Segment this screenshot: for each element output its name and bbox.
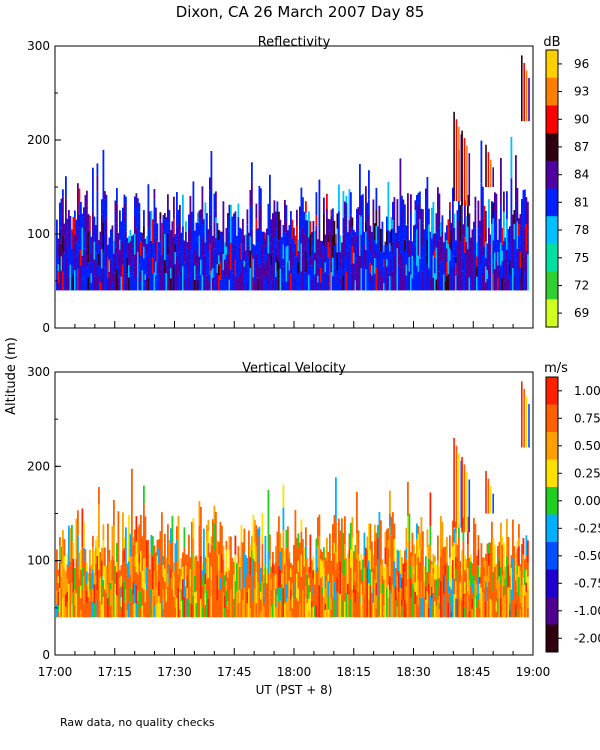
colorbar-swatch (546, 432, 558, 460)
y-tick-label: 200 (27, 133, 50, 147)
colorbar-tick-label: 81 (574, 195, 589, 209)
colorbar-tick-label: 96 (574, 57, 589, 71)
velocity-data (56, 381, 530, 618)
colorbar-swatch (546, 597, 558, 625)
colorbar-tick-label: 84 (574, 168, 589, 182)
colorbar-swatch (546, 404, 558, 433)
colorbar-swatch (546, 243, 558, 273)
colorbar-tick-label: 87 (574, 140, 589, 154)
colorbar-tick-label: -0.25 (574, 521, 600, 535)
velocity-x-axis: 17:00 17:15 17:30 17:45 18:00 18:15 18:30 18:45… (38, 648, 551, 679)
colorbar-swatch (546, 160, 558, 189)
colorbar-swatch (546, 105, 558, 134)
colorbar-tick-label: 90 (574, 112, 589, 126)
x-tick-label: 17:30 (157, 665, 192, 679)
colorbar-swatch (546, 50, 558, 79)
velocity-y-axis: 0 100 200 300 (27, 365, 61, 662)
colorbar-tick-label: 78 (574, 223, 589, 237)
colorbar-swatch (546, 133, 558, 162)
velocity-colorbar: 1.00 0.75 0.50 0.25 0.00 -0.25 -0.50 -0.75 -1.00… (545, 376, 600, 653)
y-tick-label: 100 (27, 227, 50, 241)
colorbar-swatch (546, 487, 558, 515)
colorbar-tick-label: 75 (574, 251, 589, 265)
reflectivity-panel: Reflectivity 0 100 200 300 dB 96 93 90 87 84 81 7… (27, 35, 589, 335)
x-tick-label: 18:00 (277, 665, 312, 679)
colorbar-swatch (546, 569, 558, 598)
y-tick-label: 200 (27, 459, 50, 473)
colorbar-tick-label: 0.50 (574, 439, 600, 453)
colorbar-tick-label: -0.50 (574, 549, 600, 563)
colorbar-tick-label: 69 (574, 306, 589, 320)
figure-title: Dixon, CA 26 March 2007 Day 85 (176, 3, 425, 21)
colorbar-tick-label: 0.00 (574, 494, 600, 508)
colorbar-tick-label: 0.25 (574, 466, 600, 480)
colorbar-swatch (546, 271, 558, 300)
colorbar-swatch (546, 77, 558, 106)
x-tick-label: 18:15 (336, 665, 371, 679)
reflectivity-title: Reflectivity (258, 35, 331, 50)
colorbar-tick-label: 72 (574, 279, 589, 293)
velocity-title: Vertical Velocity (242, 361, 346, 376)
x-tick-label: 17:15 (97, 665, 132, 679)
colorbar-tick-label: 1.00 (574, 384, 600, 398)
colorbar-swatch (546, 216, 558, 245)
x-tick-label: 19:00 (516, 665, 551, 679)
y-tick-label: 300 (27, 365, 50, 379)
colorbar-tick-label: -2.00 (574, 631, 600, 645)
velocity-colorbar-unit: m/s (544, 361, 568, 376)
reflectivity-colorbar: 96 93 90 87 84 81 78 75 72 69 (545, 49, 589, 328)
colorbar-tick-label: -1.00 (574, 604, 600, 618)
colorbar-swatch (546, 377, 558, 405)
reflectivity-x-axis (54, 321, 534, 328)
x-tick-label: 17:00 (38, 665, 73, 679)
colorbar-tick-label: 93 (574, 85, 589, 99)
y-axis-label: Altitude (m) (4, 337, 19, 415)
y-tick-label: 0 (42, 648, 50, 662)
colorbar-swatch (546, 542, 558, 570)
y-tick-label: 0 (42, 321, 50, 335)
x-tick-label: 17:45 (217, 665, 252, 679)
colorbar-swatch (546, 459, 558, 488)
reflectivity-y-axis: 0 100 200 300 (27, 39, 61, 335)
colorbar-swatch (546, 188, 558, 217)
colorbar-swatch (546, 624, 558, 653)
x-tick-label: 18:45 (456, 665, 491, 679)
x-axis-label: UT (PST + 8) (256, 683, 333, 697)
colorbar-tick-label: 0.75 (574, 411, 600, 425)
colorbar-swatch (546, 514, 558, 543)
y-tick-label: 300 (27, 39, 50, 53)
footnote: Raw data, no quality checks (60, 716, 215, 729)
x-tick-label: 18:30 (396, 665, 431, 679)
reflectivity-colorbar-unit: dB (543, 35, 560, 50)
colorbar-tick-label: -0.75 (574, 576, 600, 590)
reflectivity-data (56, 55, 530, 291)
y-tick-label: 100 (27, 554, 50, 568)
colorbar-swatch (546, 299, 558, 328)
